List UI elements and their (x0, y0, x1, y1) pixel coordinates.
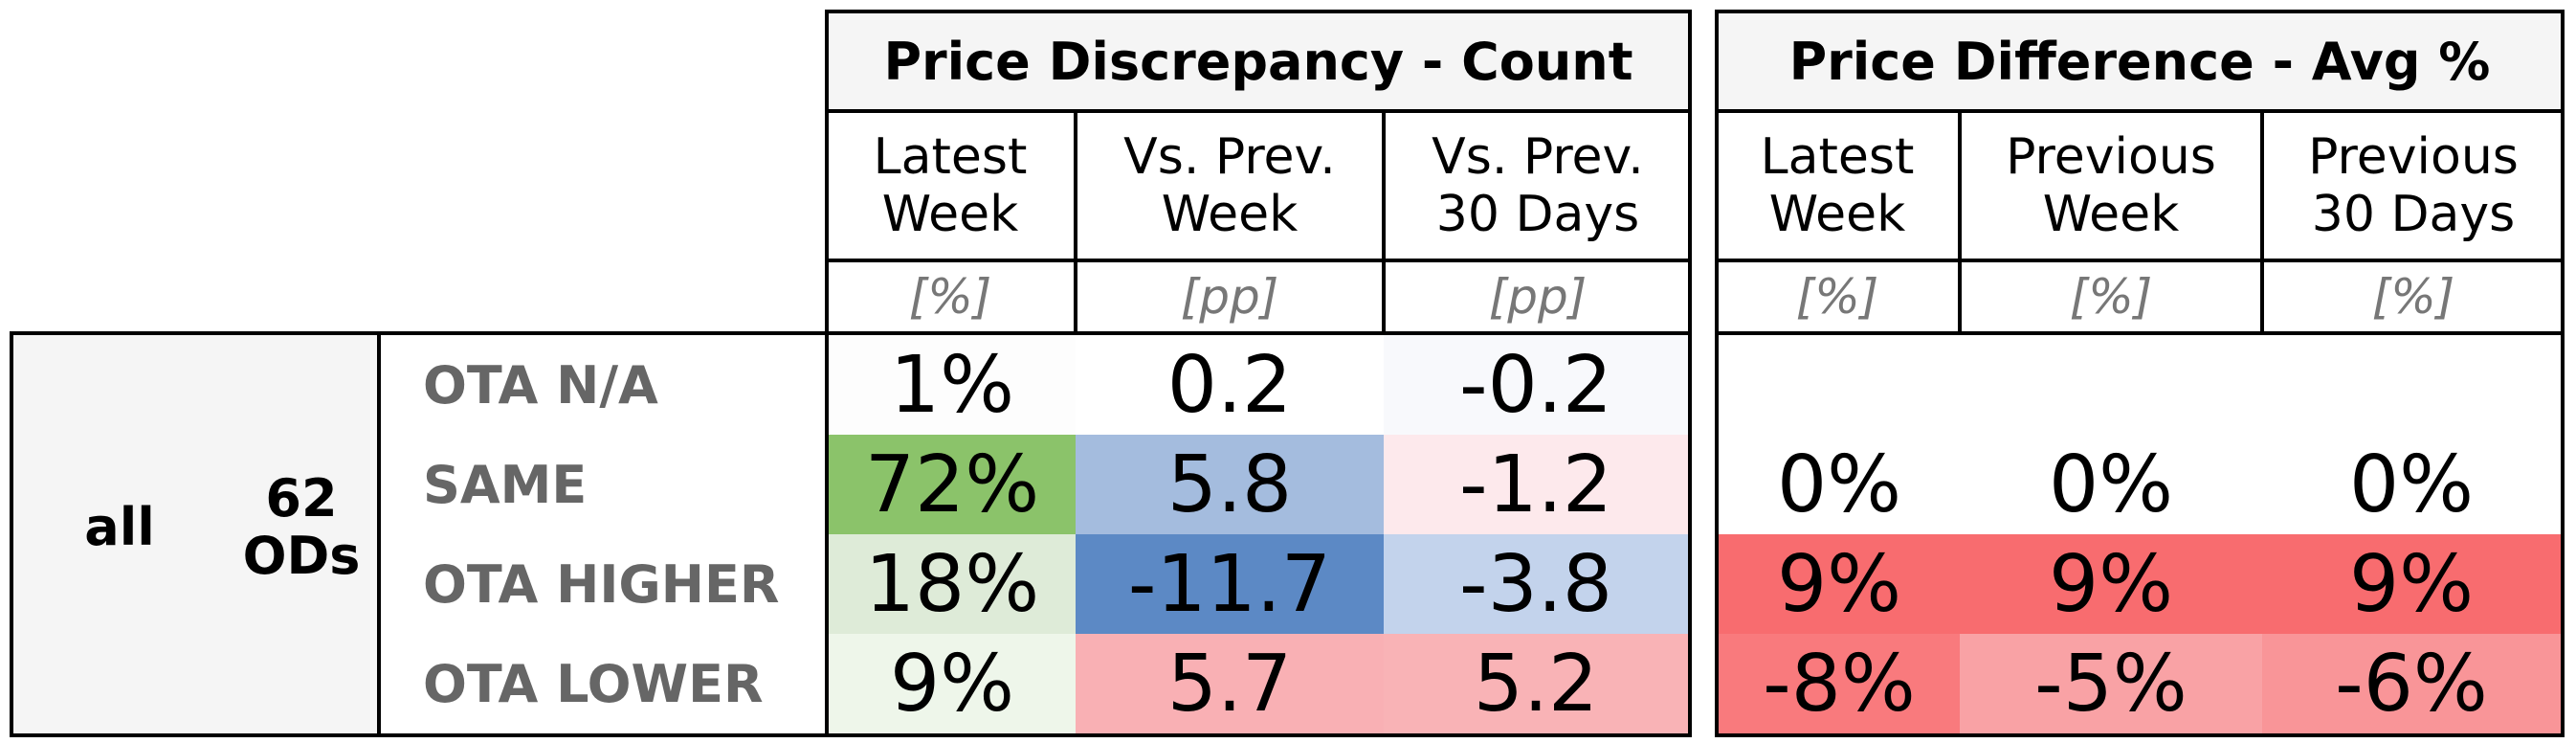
header-border (825, 10, 829, 737)
row-label: OTA N/A (423, 354, 658, 416)
header-border (1715, 733, 2565, 737)
header-border (1715, 10, 1719, 737)
table-cell: 5.8 (1076, 435, 1384, 534)
table-cell: -1.2 (1384, 435, 1688, 534)
table-cell (1719, 335, 1960, 435)
column-unit: [pp] (1488, 269, 1588, 325)
table-cell: 9% (1719, 534, 1960, 634)
column-label: Latest Week (873, 128, 1028, 243)
table-cell: 0.2 (1076, 335, 1384, 435)
row-label: OTA LOWER (423, 653, 764, 714)
row-label: SAME (423, 454, 588, 515)
table-cell: 9% (2262, 534, 2561, 634)
table-cell: 0% (1960, 435, 2262, 534)
table-cell: -3.8 (1384, 534, 1688, 634)
group-label: all (84, 496, 155, 557)
column-unit: [%] (908, 269, 992, 325)
section-title: Price Difference - Avg % (1715, 10, 2565, 113)
column-label: Previous Week (2006, 128, 2216, 243)
header-border (1688, 10, 1692, 737)
header-border (1715, 331, 2565, 335)
column-label: Vs. Prev. Week (1123, 128, 1336, 243)
header-border (825, 733, 1692, 737)
table-cell: 72% (829, 435, 1076, 534)
table-cell: -0.2 (1384, 335, 1688, 435)
table-cell: -6% (2262, 634, 2561, 733)
column-label: Vs. Prev. 30 Days (1432, 128, 1644, 243)
table-cell: -11.7 (1076, 534, 1384, 634)
rows-bottom-border (377, 733, 827, 737)
column-unit: [%] (2371, 269, 2455, 325)
column-unit: [%] (2069, 269, 2153, 325)
table-cell: 9% (1960, 534, 2262, 634)
rows-top-border (377, 331, 827, 335)
table-cell: 5.7 (1076, 634, 1384, 733)
header-border (2260, 109, 2264, 331)
table-cell: 0% (1719, 435, 1960, 534)
table-cell: 0% (2262, 435, 2561, 534)
table-cell: 1% (829, 335, 1076, 435)
header-border (1715, 259, 2565, 262)
column-label: Previous 30 Days (2308, 128, 2519, 243)
table-cell: 18% (829, 534, 1076, 634)
header-border (825, 331, 1692, 335)
group-count-label: 62 ODs (242, 468, 361, 586)
header-border (2561, 10, 2565, 737)
table-cell: -5% (1960, 634, 2262, 733)
column-label: Latest Week (1760, 128, 1915, 243)
table-cell (2262, 335, 2561, 435)
table-cell (1960, 335, 2262, 435)
column-unit: [%] (1795, 269, 1879, 325)
group-panel (10, 331, 381, 737)
header-border (1958, 109, 1962, 331)
table-cell: 5.2 (1384, 634, 1688, 733)
header-border (1382, 109, 1386, 331)
table-cell: -8% (1719, 634, 1960, 733)
column-unit: [pp] (1180, 269, 1279, 325)
header-border (1074, 109, 1077, 331)
header-border (825, 259, 1692, 262)
row-label: OTA HIGHER (423, 553, 780, 615)
section-title: Price Discrepancy - Count (825, 10, 1692, 113)
table-cell: 9% (829, 634, 1076, 733)
